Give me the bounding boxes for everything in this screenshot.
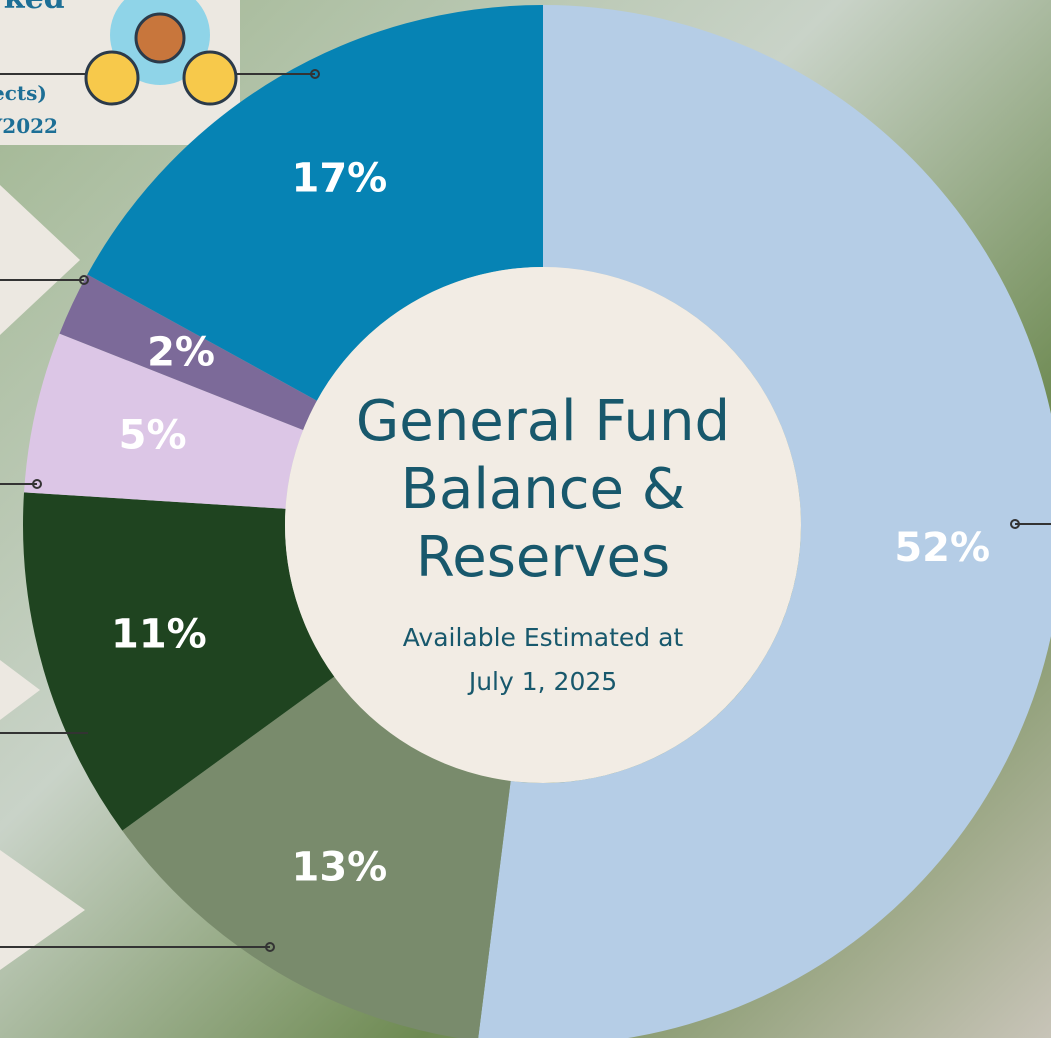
arrow-shape bbox=[0, 850, 85, 970]
donut-slice bbox=[87, 5, 543, 401]
header-fragment: ects) bbox=[0, 81, 47, 105]
donut-slice bbox=[23, 492, 335, 831]
header-fragment: Y2022 bbox=[0, 114, 58, 138]
icon bbox=[84, 0, 238, 106]
value-label: 52% bbox=[894, 525, 990, 571]
header-fragment: rked bbox=[0, 0, 65, 16]
donut-slice bbox=[478, 5, 1051, 1038]
donut-slice bbox=[24, 333, 304, 509]
value-label: 13% bbox=[292, 844, 388, 890]
arrow-shape bbox=[0, 185, 80, 335]
arrow-shape bbox=[0, 660, 40, 720]
donut-slice bbox=[59, 274, 317, 431]
donut-hole bbox=[285, 267, 801, 783]
chart-title: General Fund Balance & Reserves bbox=[355, 389, 731, 590]
chart-subtitle: Available Estimated at July 1, 2025 bbox=[402, 623, 684, 696]
value-label: 2% bbox=[147, 330, 215, 376]
donut-slice bbox=[122, 676, 511, 1038]
slices bbox=[23, 5, 1051, 1038]
value-label: 5% bbox=[119, 413, 187, 459]
value-label: 17% bbox=[292, 156, 388, 202]
value-label: 11% bbox=[111, 612, 207, 658]
